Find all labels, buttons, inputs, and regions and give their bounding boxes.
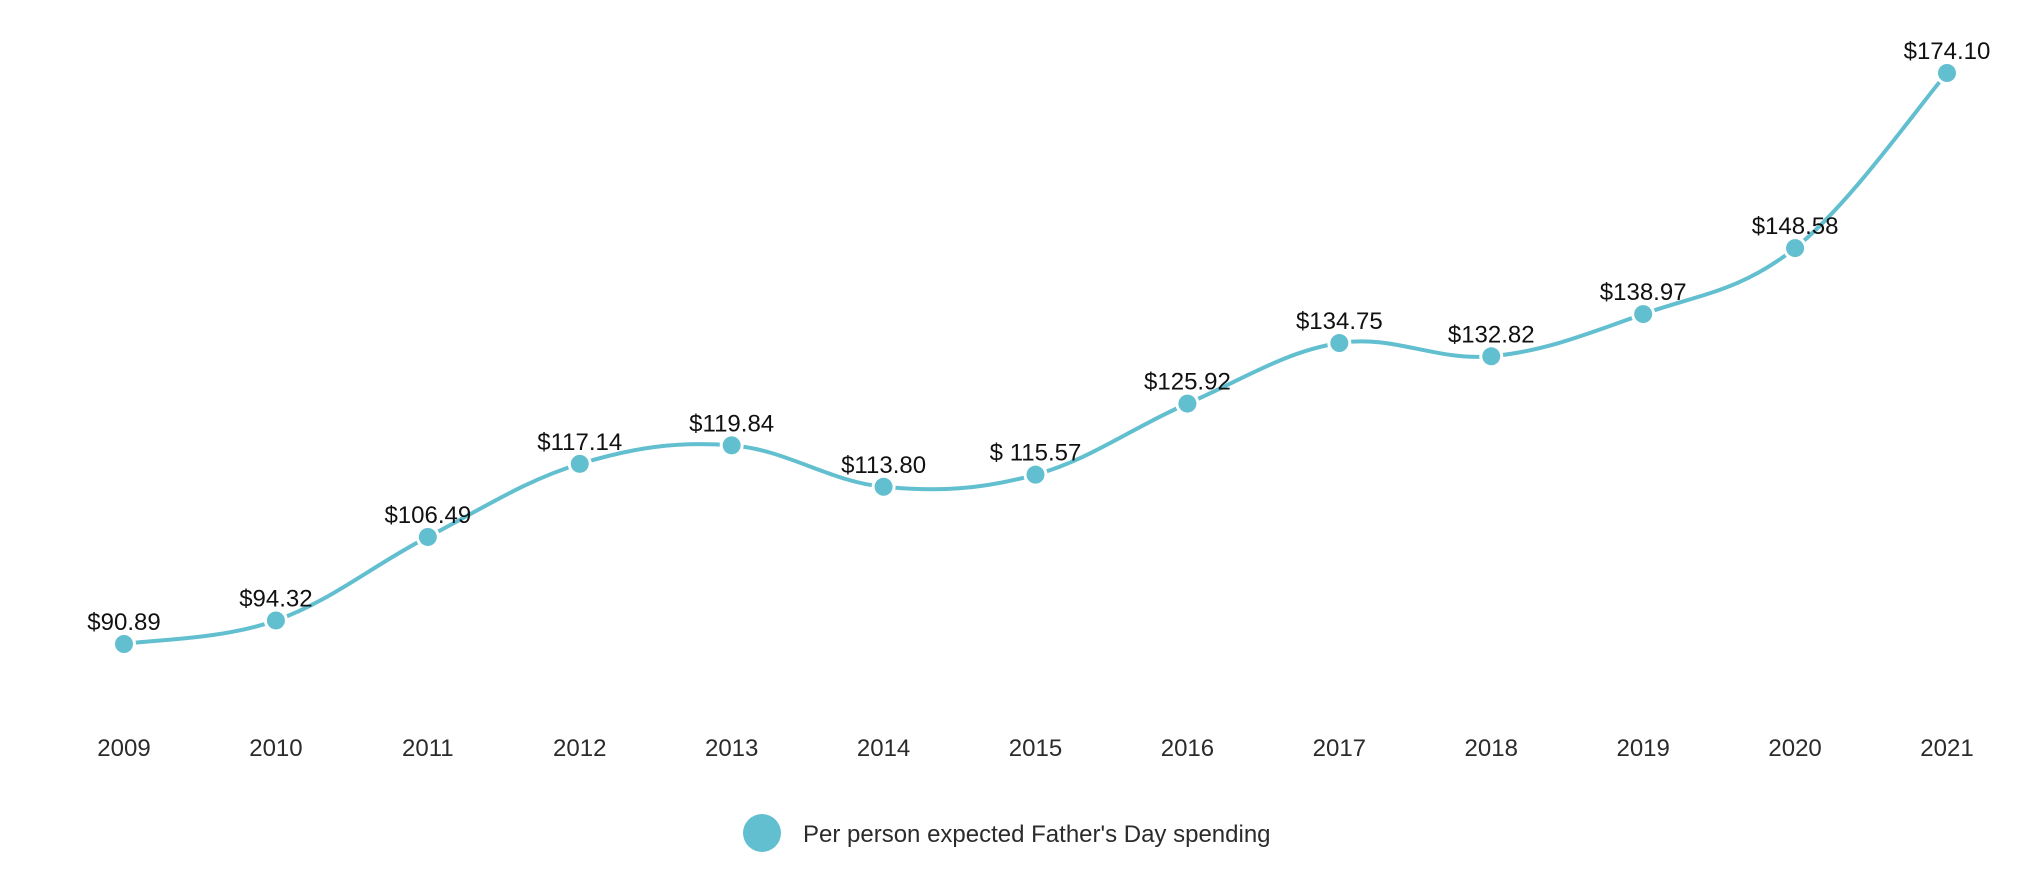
x-tick-label-2014: 2014 — [857, 735, 910, 762]
data-label-2010: $94.32 — [239, 585, 312, 612]
data-label-2020: $148.58 — [1752, 213, 1839, 240]
data-label-2016: $125.92 — [1144, 369, 1231, 396]
data-point-2016[interactable] — [1178, 394, 1197, 413]
legend[interactable]: Per person expected Father's Day spendin… — [743, 814, 1271, 852]
x-axis-ticks-group: 2009 2010 2011 2012 2013 2014 2015 2016 2017 2018… — [97, 735, 1973, 762]
x-tick-label-2011: 2011 — [402, 735, 454, 762]
x-tick-label-2012: 2012 — [553, 735, 606, 762]
data-labels-group: $90.89 $94.32 $106.49 $117.14 $119.84 $113.80… — [87, 38, 1990, 636]
data-label-2018: $132.82 — [1448, 321, 1535, 348]
x-tick-label-2017: 2017 — [1313, 735, 1366, 762]
data-label-2015: $ 115.57 — [990, 440, 1082, 467]
legend-label: Per person expected Father's Day spendin… — [803, 821, 1271, 848]
data-point-2009[interactable] — [115, 635, 133, 653]
data-point-2015[interactable] — [1026, 465, 1045, 484]
x-tick-label-2020: 2020 — [1768, 735, 1821, 762]
data-label-2013: $119.84 — [689, 410, 774, 437]
x-tick-label-2010: 2010 — [249, 735, 302, 762]
x-tick-label-2021: 2021 — [1920, 735, 1973, 762]
x-tick-label-2015: 2015 — [1009, 735, 1062, 762]
series-line-group — [123, 71, 1949, 646]
data-label-2017: $134.75 — [1296, 308, 1383, 335]
x-tick-label-2016: 2016 — [1161, 735, 1214, 762]
data-label-2019: $138.97 — [1600, 279, 1687, 306]
data-point-2020[interactable] — [1786, 239, 1805, 258]
data-point-2017[interactable] — [1330, 334, 1349, 353]
data-point-2021[interactable] — [1938, 64, 1956, 82]
data-point-2018[interactable] — [1482, 347, 1501, 366]
data-label-2009: $90.89 — [87, 609, 160, 636]
data-point-2010[interactable] — [266, 611, 285, 630]
data-point-2011[interactable] — [418, 527, 437, 546]
x-tick-label-2013: 2013 — [705, 735, 758, 762]
legend-marker-icon — [743, 814, 781, 852]
data-point-2019[interactable] — [1634, 305, 1653, 324]
data-label-2012: $117.14 — [537, 429, 622, 456]
x-tick-label-2019: 2019 — [1616, 735, 1669, 762]
data-label-2021: $174.10 — [1904, 38, 1991, 65]
data-label-2011: $106.49 — [384, 502, 471, 529]
data-point-2014[interactable] — [874, 477, 893, 496]
x-tick-label-2009: 2009 — [97, 735, 150, 762]
data-point-2012[interactable] — [570, 454, 589, 473]
data-label-2014: $113.80 — [841, 452, 926, 479]
data-points-group — [112, 61, 1959, 656]
series-line — [123, 71, 1949, 646]
data-point-2013[interactable] — [722, 436, 741, 455]
x-tick-label-2018: 2018 — [1465, 735, 1518, 762]
